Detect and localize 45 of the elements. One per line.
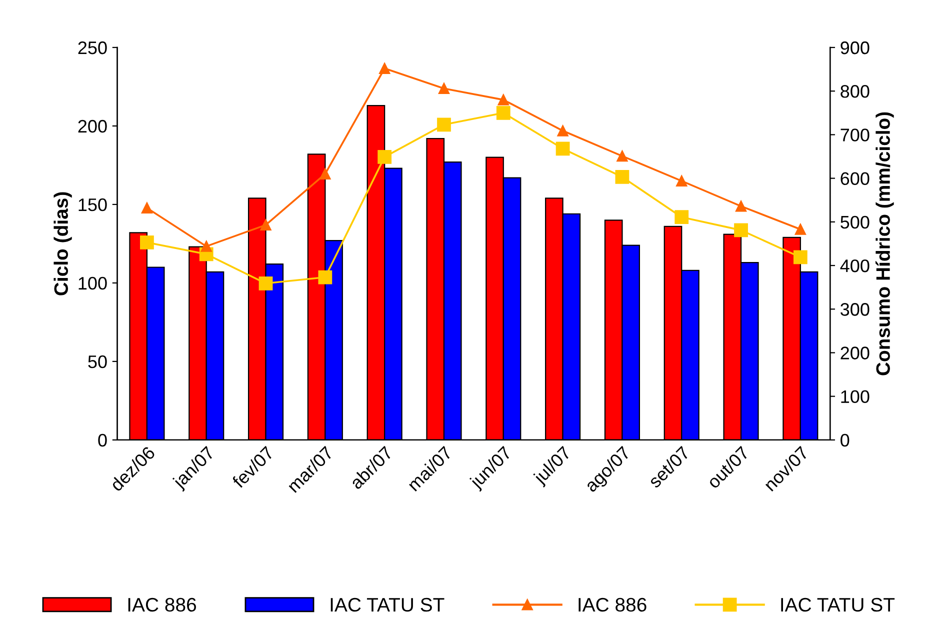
- y2-axis-title: Consumo Hídrico (mm/ciclo): [876, 112, 894, 376]
- point: [735, 200, 747, 212]
- point: [378, 150, 392, 164]
- y2-tick-label: 500: [840, 216, 870, 229]
- point: [793, 250, 808, 264]
- y-axis-title: Ciclo (dias): [54, 192, 72, 296]
- y-tick-label: 200: [78, 120, 107, 133]
- point: [615, 170, 630, 184]
- legend-label: IAC 886: [578, 598, 646, 612]
- point: [320, 168, 331, 180]
- point: [260, 219, 272, 231]
- y-tick-label: 150: [78, 198, 107, 212]
- y-tick-label: 250: [78, 41, 107, 54]
- point: [496, 106, 510, 120]
- y-tick-label: 50: [88, 355, 107, 368]
- point: [557, 125, 568, 136]
- y2-tick-label: 800: [840, 85, 870, 98]
- legend-label: IAC 886: [128, 598, 196, 612]
- y-tick-label: 100: [78, 276, 107, 290]
- legend-label: IAC TATU ST: [781, 598, 895, 612]
- point: [258, 276, 273, 290]
- point: [200, 240, 212, 252]
- point: [498, 94, 509, 106]
- point: [616, 150, 628, 162]
- point: [140, 235, 154, 250]
- y2-tick-label: 200: [840, 346, 870, 360]
- y2-tick-label: 900: [840, 41, 870, 54]
- y-tick-label: 0: [98, 434, 107, 447]
- point: [438, 82, 450, 94]
- y2-tick-label: 400: [840, 259, 870, 272]
- legend-label: IAC TATU ST: [330, 598, 444, 612]
- point: [674, 210, 689, 224]
- y2-tick-label: 600: [840, 172, 870, 186]
- point: [141, 202, 153, 214]
- point: [734, 223, 748, 238]
- y2-tick-label: 700: [840, 128, 870, 142]
- point: [379, 62, 390, 74]
- point: [318, 270, 332, 284]
- point: [794, 224, 806, 235]
- y2-tick-label: 0: [840, 434, 850, 447]
- point: [556, 142, 570, 156]
- y2-tick-label: 300: [840, 303, 870, 316]
- point: [676, 175, 688, 186]
- y2-tick-label: 100: [841, 390, 870, 404]
- point: [437, 118, 451, 132]
